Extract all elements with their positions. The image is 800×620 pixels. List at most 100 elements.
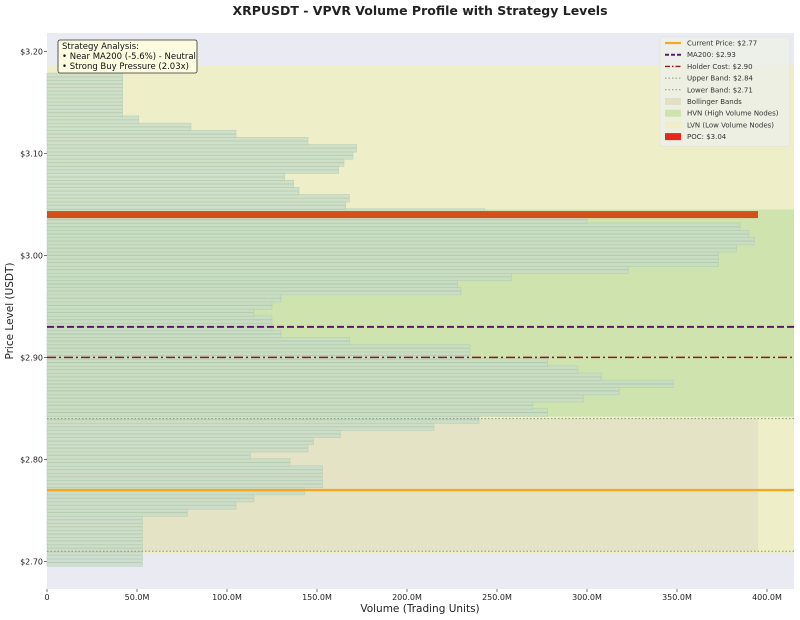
y-axis-title: Price Level (USDT) (4, 262, 16, 359)
volume-bar (46, 448, 309, 453)
legend: Current Price: $2.77 MA200: $2.93 Holder C… (659, 36, 791, 147)
volume-bar (46, 562, 143, 567)
volume-bar (46, 269, 629, 274)
volume-bar (46, 348, 471, 353)
x-axis-title: Volume (Trading Units) (360, 603, 479, 615)
volume-bar (46, 391, 620, 396)
volume-bar (46, 519, 143, 524)
volume-bar (46, 376, 602, 381)
legend-label: HVN (High Volume Nodes) (687, 110, 779, 118)
legend-swatch-poc (665, 133, 681, 141)
volume-bar (46, 455, 251, 460)
x-tick-label: 200.0M (392, 593, 422, 602)
axes: 0 50.0M 100.0M 150.0M 200.0M 250.0M 300.0M 350.… (20, 47, 782, 602)
y-tick-label: $2.80 (20, 455, 43, 464)
volume-bar (46, 234, 750, 239)
volume-bar (46, 483, 323, 488)
volume-bar (46, 491, 305, 496)
volume-bar (46, 176, 285, 181)
volume-bar (46, 241, 755, 246)
annotation-line: • Strong Buy Pressure (2.03x) (62, 62, 189, 72)
legend-frame (659, 36, 791, 147)
volume-bar (46, 498, 255, 503)
legend-swatch-hvn (665, 109, 681, 117)
volume-bar (46, 119, 140, 124)
annotation-line: • Near MA200 (-5.6%) - Neutral (62, 52, 196, 62)
volume-bar (46, 126, 192, 131)
x-tick-label: 300.0M (572, 593, 602, 602)
x-tick-label: 50.0M (125, 593, 150, 602)
legend-label: Upper Band: $2.84 (687, 75, 754, 83)
volume-bar (46, 469, 323, 474)
legend-label: Current Price: $2.77 (687, 40, 757, 48)
volume-bar (46, 112, 123, 117)
volume-bar (46, 291, 462, 296)
volume-bar (46, 541, 143, 546)
chart-title: XRPUSDT - VPVR Volume Profile with Strat… (232, 3, 607, 18)
strategy-annotation-box: Strategy Analysis:• Near MA200 (-5.6%) -… (57, 39, 198, 74)
strategy-lines (47, 211, 794, 552)
x-tick-label: 400.0M (752, 593, 782, 602)
volume-bar (46, 248, 737, 253)
volume-bar (46, 148, 357, 153)
volume-bar (46, 419, 480, 424)
y-tick-label: $3.20 (20, 47, 43, 56)
volume-bar (46, 369, 579, 374)
y-tick-label: $3.00 (20, 251, 43, 260)
legend-label: MA200: $2.93 (687, 51, 736, 59)
volume-bar (46, 205, 347, 210)
volume-bar (46, 433, 341, 438)
volume-bar (46, 76, 123, 81)
volume-bar (46, 476, 323, 481)
volume-bar (46, 512, 188, 517)
volume-bar (46, 333, 282, 338)
annotation-line: Strategy Analysis: (62, 42, 139, 52)
volume-bar (46, 526, 143, 531)
volume-bar (46, 398, 584, 403)
volume-bar (46, 184, 294, 189)
volume-bar (46, 162, 345, 167)
volume-bar (46, 533, 143, 538)
legend-label: Bollinger Bands (687, 98, 742, 106)
volume-bar (46, 405, 534, 410)
volume-bar (46, 426, 435, 431)
volume-bar (46, 155, 354, 160)
volume-bar (46, 298, 282, 303)
volume-bar (46, 198, 350, 203)
x-tick-label: 350.0M (662, 593, 692, 602)
volume-bar (46, 462, 291, 467)
x-tick-label: 0 (44, 593, 49, 602)
legend-swatch-bollinger (665, 98, 681, 105)
y-tick-label: $2.70 (20, 557, 43, 566)
annotation-frame (57, 39, 198, 74)
volume-bar (46, 105, 123, 110)
volume-bar (46, 441, 314, 446)
volume-bar (46, 555, 143, 560)
volume-bar (46, 305, 273, 310)
x-tick-label: 150.0M (302, 593, 332, 602)
volume-bar (46, 219, 588, 224)
volume-bar (46, 226, 741, 231)
volume-bar (46, 284, 458, 289)
y-tick-label: $2.90 (20, 353, 43, 362)
volume-bar (46, 141, 309, 146)
volume-bar (46, 134, 237, 139)
y-tick-label: $3.10 (20, 149, 43, 158)
volume-bar (46, 548, 143, 553)
legend-label: POC: $3.04 (687, 133, 727, 141)
volume-bar (46, 169, 339, 174)
volume-bar (46, 312, 255, 317)
volume-bar (46, 84, 123, 89)
volume-bar (46, 362, 548, 367)
legend-swatch-lvn (665, 121, 681, 129)
volume-bar (46, 255, 719, 260)
volume-bar (46, 276, 512, 281)
legend-label: LVN (Low Volume Nodes) (687, 121, 774, 129)
x-tick-label: 100.0M (212, 593, 242, 602)
legend-label: Holder Cost: $2.90 (687, 63, 753, 71)
volume-bar (46, 72, 123, 77)
poc-bar (47, 211, 758, 219)
legend-label: Lower Band: $2.71 (687, 86, 753, 94)
volume-bar (46, 191, 300, 196)
